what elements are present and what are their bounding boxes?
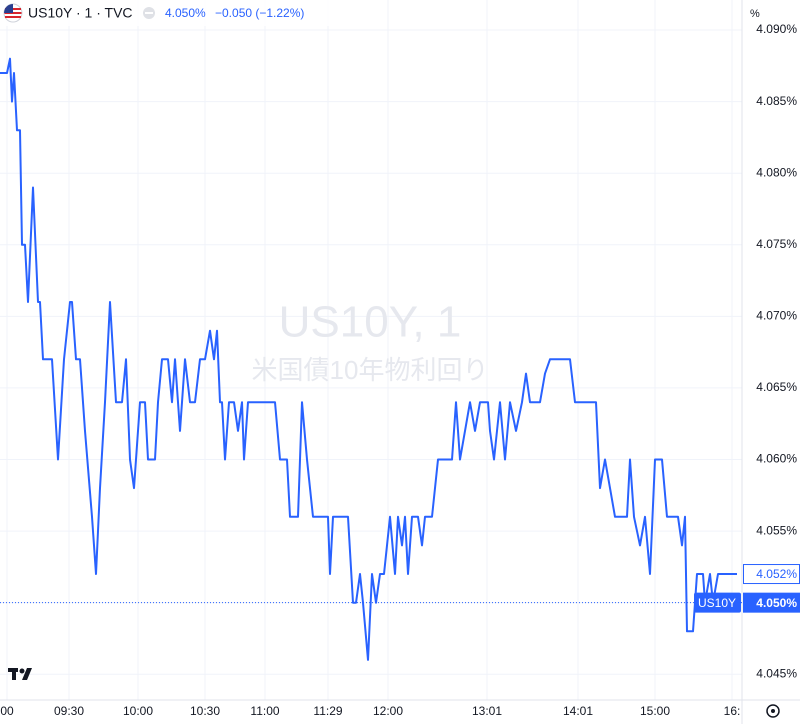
y-tick-label: 4.045% [756,666,797,680]
y-tick-label: 4.085% [756,94,797,108]
y-tick-label: 4.070% [756,309,797,323]
symbol[interactable]: US10Y · 1 · TVC [28,5,133,21]
plot [0,57,742,661]
grid [0,0,742,700]
y-tick-label: 4.065% [756,380,797,394]
tv-logo[interactable] [8,668,32,680]
watermark: US10Y, 1 [279,298,462,347]
x-tick-label: 13:01 [472,704,502,718]
reference-label: 4.050% [756,596,797,610]
x-tick-label: 00 [0,704,14,718]
last-value-label: 4.052% [756,567,797,581]
x-tick-label: 10:30 [190,704,220,718]
axis-unit[interactable]: % [750,8,760,20]
reference-name: US10Y [698,596,736,610]
header-bg [0,0,380,26]
x-tick-label: 11:00 [250,704,279,718]
y-tick-label: 4.055% [756,523,797,537]
watermark-subtitle: 米国債10年物利回り [252,355,489,385]
y-tick-label: 4.080% [756,165,797,179]
x-tick-label: 10:00 [123,704,153,718]
y-tick-label: 4.090% [756,22,797,36]
x-tick-label: 14:01 [563,704,593,718]
price-line [0,57,737,661]
x-tick-label: 15:00 [640,704,670,718]
reference-name-box [694,592,741,613]
y-tick-label: 4.060% [756,452,797,466]
change: −0.050 (−1.22%) [215,6,304,20]
x-tick-label: 12:00 [373,704,403,718]
reference-label-box [743,592,800,613]
price: 4.050% [165,6,206,20]
x-tick-label: 09:30 [54,704,84,718]
y-tick-label: 4.075% [756,237,797,251]
settings-button[interactable] [766,704,780,718]
x-tick-label: 11:29 [313,704,342,718]
x-tick-label: 16: [724,704,741,718]
status-icon-bar [145,12,153,14]
flag-icon [3,3,23,23]
